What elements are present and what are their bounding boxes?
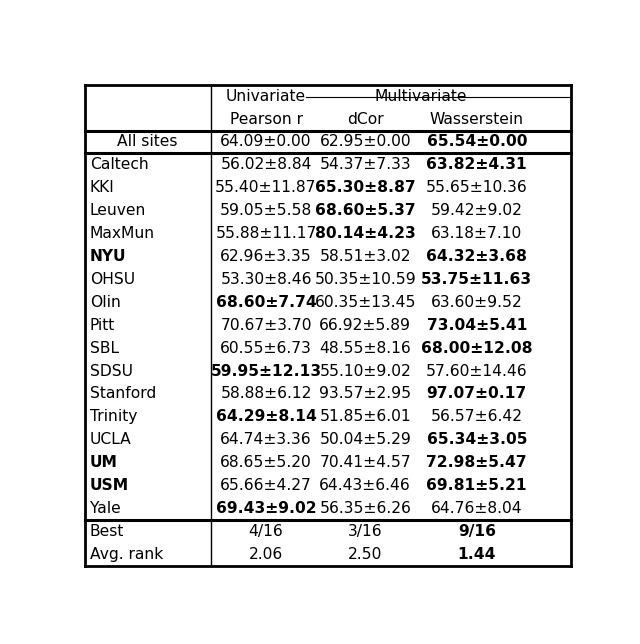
Text: 80.14±4.23: 80.14±4.23 [315, 226, 415, 241]
Text: Multivariate: Multivariate [375, 89, 467, 104]
Text: UCLA: UCLA [90, 432, 132, 447]
Text: MaxMun: MaxMun [90, 226, 155, 241]
Text: NYU: NYU [90, 249, 127, 264]
Text: 60.35±13.45: 60.35±13.45 [314, 295, 416, 310]
Text: 55.40±11.87: 55.40±11.87 [215, 180, 317, 195]
Text: 60.55±6.73: 60.55±6.73 [220, 341, 312, 355]
Text: 55.10±9.02: 55.10±9.02 [319, 363, 411, 379]
Text: 59.95±12.13: 59.95±12.13 [211, 363, 321, 379]
Text: 73.04±5.41: 73.04±5.41 [426, 317, 527, 333]
Text: 58.51±3.02: 58.51±3.02 [319, 249, 411, 264]
Text: Univariate: Univariate [226, 89, 306, 104]
Text: 64.29±8.14: 64.29±8.14 [216, 410, 316, 424]
Text: 55.65±10.36: 55.65±10.36 [426, 180, 527, 195]
Text: 9/16: 9/16 [458, 524, 496, 539]
Text: Trinity: Trinity [90, 410, 138, 424]
Text: 58.88±6.12: 58.88±6.12 [220, 386, 312, 401]
Text: 70.67±3.70: 70.67±3.70 [220, 317, 312, 333]
Text: USM: USM [90, 478, 129, 493]
Text: SDSU: SDSU [90, 363, 133, 379]
Text: 54.37±7.33: 54.37±7.33 [319, 157, 411, 173]
Text: KKI: KKI [90, 180, 115, 195]
Text: 55.88±11.17: 55.88±11.17 [215, 226, 317, 241]
Text: UM: UM [90, 455, 118, 470]
Text: Pearson r: Pearson r [230, 111, 303, 127]
Text: 53.30±8.46: 53.30±8.46 [220, 272, 312, 287]
Text: 69.43±9.02: 69.43±9.02 [216, 501, 316, 516]
Text: Olin: Olin [90, 295, 121, 310]
Text: Stanford: Stanford [90, 386, 156, 401]
Text: OHSU: OHSU [90, 272, 135, 287]
Text: 63.60±9.52: 63.60±9.52 [431, 295, 523, 310]
Text: 62.95±0.00: 62.95±0.00 [319, 135, 411, 149]
Text: All sites: All sites [116, 135, 177, 149]
Text: Pitt: Pitt [90, 317, 115, 333]
Text: 64.43±6.46: 64.43±6.46 [319, 478, 411, 493]
Text: 56.02±8.84: 56.02±8.84 [220, 157, 312, 173]
Text: 4/16: 4/16 [248, 524, 284, 539]
Text: 53.75±11.63: 53.75±11.63 [421, 272, 532, 287]
Text: 56.35±6.26: 56.35±6.26 [319, 501, 411, 516]
Text: Caltech: Caltech [90, 157, 148, 173]
Text: 62.96±3.35: 62.96±3.35 [220, 249, 312, 264]
Text: 50.35±10.59: 50.35±10.59 [314, 272, 416, 287]
Text: 3/16: 3/16 [348, 524, 383, 539]
Text: 69.81±5.21: 69.81±5.21 [426, 478, 527, 493]
Text: 48.55±8.16: 48.55±8.16 [319, 341, 411, 355]
Text: 2.06: 2.06 [249, 547, 283, 562]
Text: 97.07±0.17: 97.07±0.17 [427, 386, 527, 401]
Text: 65.54±0.00: 65.54±0.00 [426, 135, 527, 149]
Text: 64.74±3.36: 64.74±3.36 [220, 432, 312, 447]
Text: 65.66±4.27: 65.66±4.27 [220, 478, 312, 493]
Text: 57.60±14.46: 57.60±14.46 [426, 363, 527, 379]
Text: 93.57±2.95: 93.57±2.95 [319, 386, 412, 401]
Text: 66.92±5.89: 66.92±5.89 [319, 317, 412, 333]
Text: 63.18±7.10: 63.18±7.10 [431, 226, 522, 241]
Text: 65.34±3.05: 65.34±3.05 [426, 432, 527, 447]
Text: Avg. rank: Avg. rank [90, 547, 163, 562]
Text: 64.32±3.68: 64.32±3.68 [426, 249, 527, 264]
Text: Wasserstein: Wasserstein [429, 111, 524, 127]
Text: 65.30±8.87: 65.30±8.87 [315, 180, 415, 195]
Text: 51.85±6.01: 51.85±6.01 [319, 410, 411, 424]
Text: 59.05±5.58: 59.05±5.58 [220, 204, 312, 218]
Text: 63.82±4.31: 63.82±4.31 [426, 157, 527, 173]
Text: Yale: Yale [90, 501, 121, 516]
Text: 68.60±7.74: 68.60±7.74 [216, 295, 316, 310]
Text: 50.04±5.29: 50.04±5.29 [319, 432, 411, 447]
Text: 64.09±0.00: 64.09±0.00 [220, 135, 312, 149]
Text: 56.57±6.42: 56.57±6.42 [431, 410, 523, 424]
Text: 72.98±5.47: 72.98±5.47 [426, 455, 527, 470]
Text: Leuven: Leuven [90, 204, 147, 218]
Text: Best: Best [90, 524, 124, 539]
Text: dCor: dCor [347, 111, 383, 127]
Text: 70.41±4.57: 70.41±4.57 [319, 455, 411, 470]
Text: 2.50: 2.50 [348, 547, 382, 562]
Text: 64.76±8.04: 64.76±8.04 [431, 501, 523, 516]
Text: 68.00±12.08: 68.00±12.08 [421, 341, 532, 355]
Text: 59.42±9.02: 59.42±9.02 [431, 204, 523, 218]
Text: 68.65±5.20: 68.65±5.20 [220, 455, 312, 470]
Text: SBL: SBL [90, 341, 119, 355]
Text: 68.60±5.37: 68.60±5.37 [315, 204, 415, 218]
Text: 1.44: 1.44 [458, 547, 496, 562]
